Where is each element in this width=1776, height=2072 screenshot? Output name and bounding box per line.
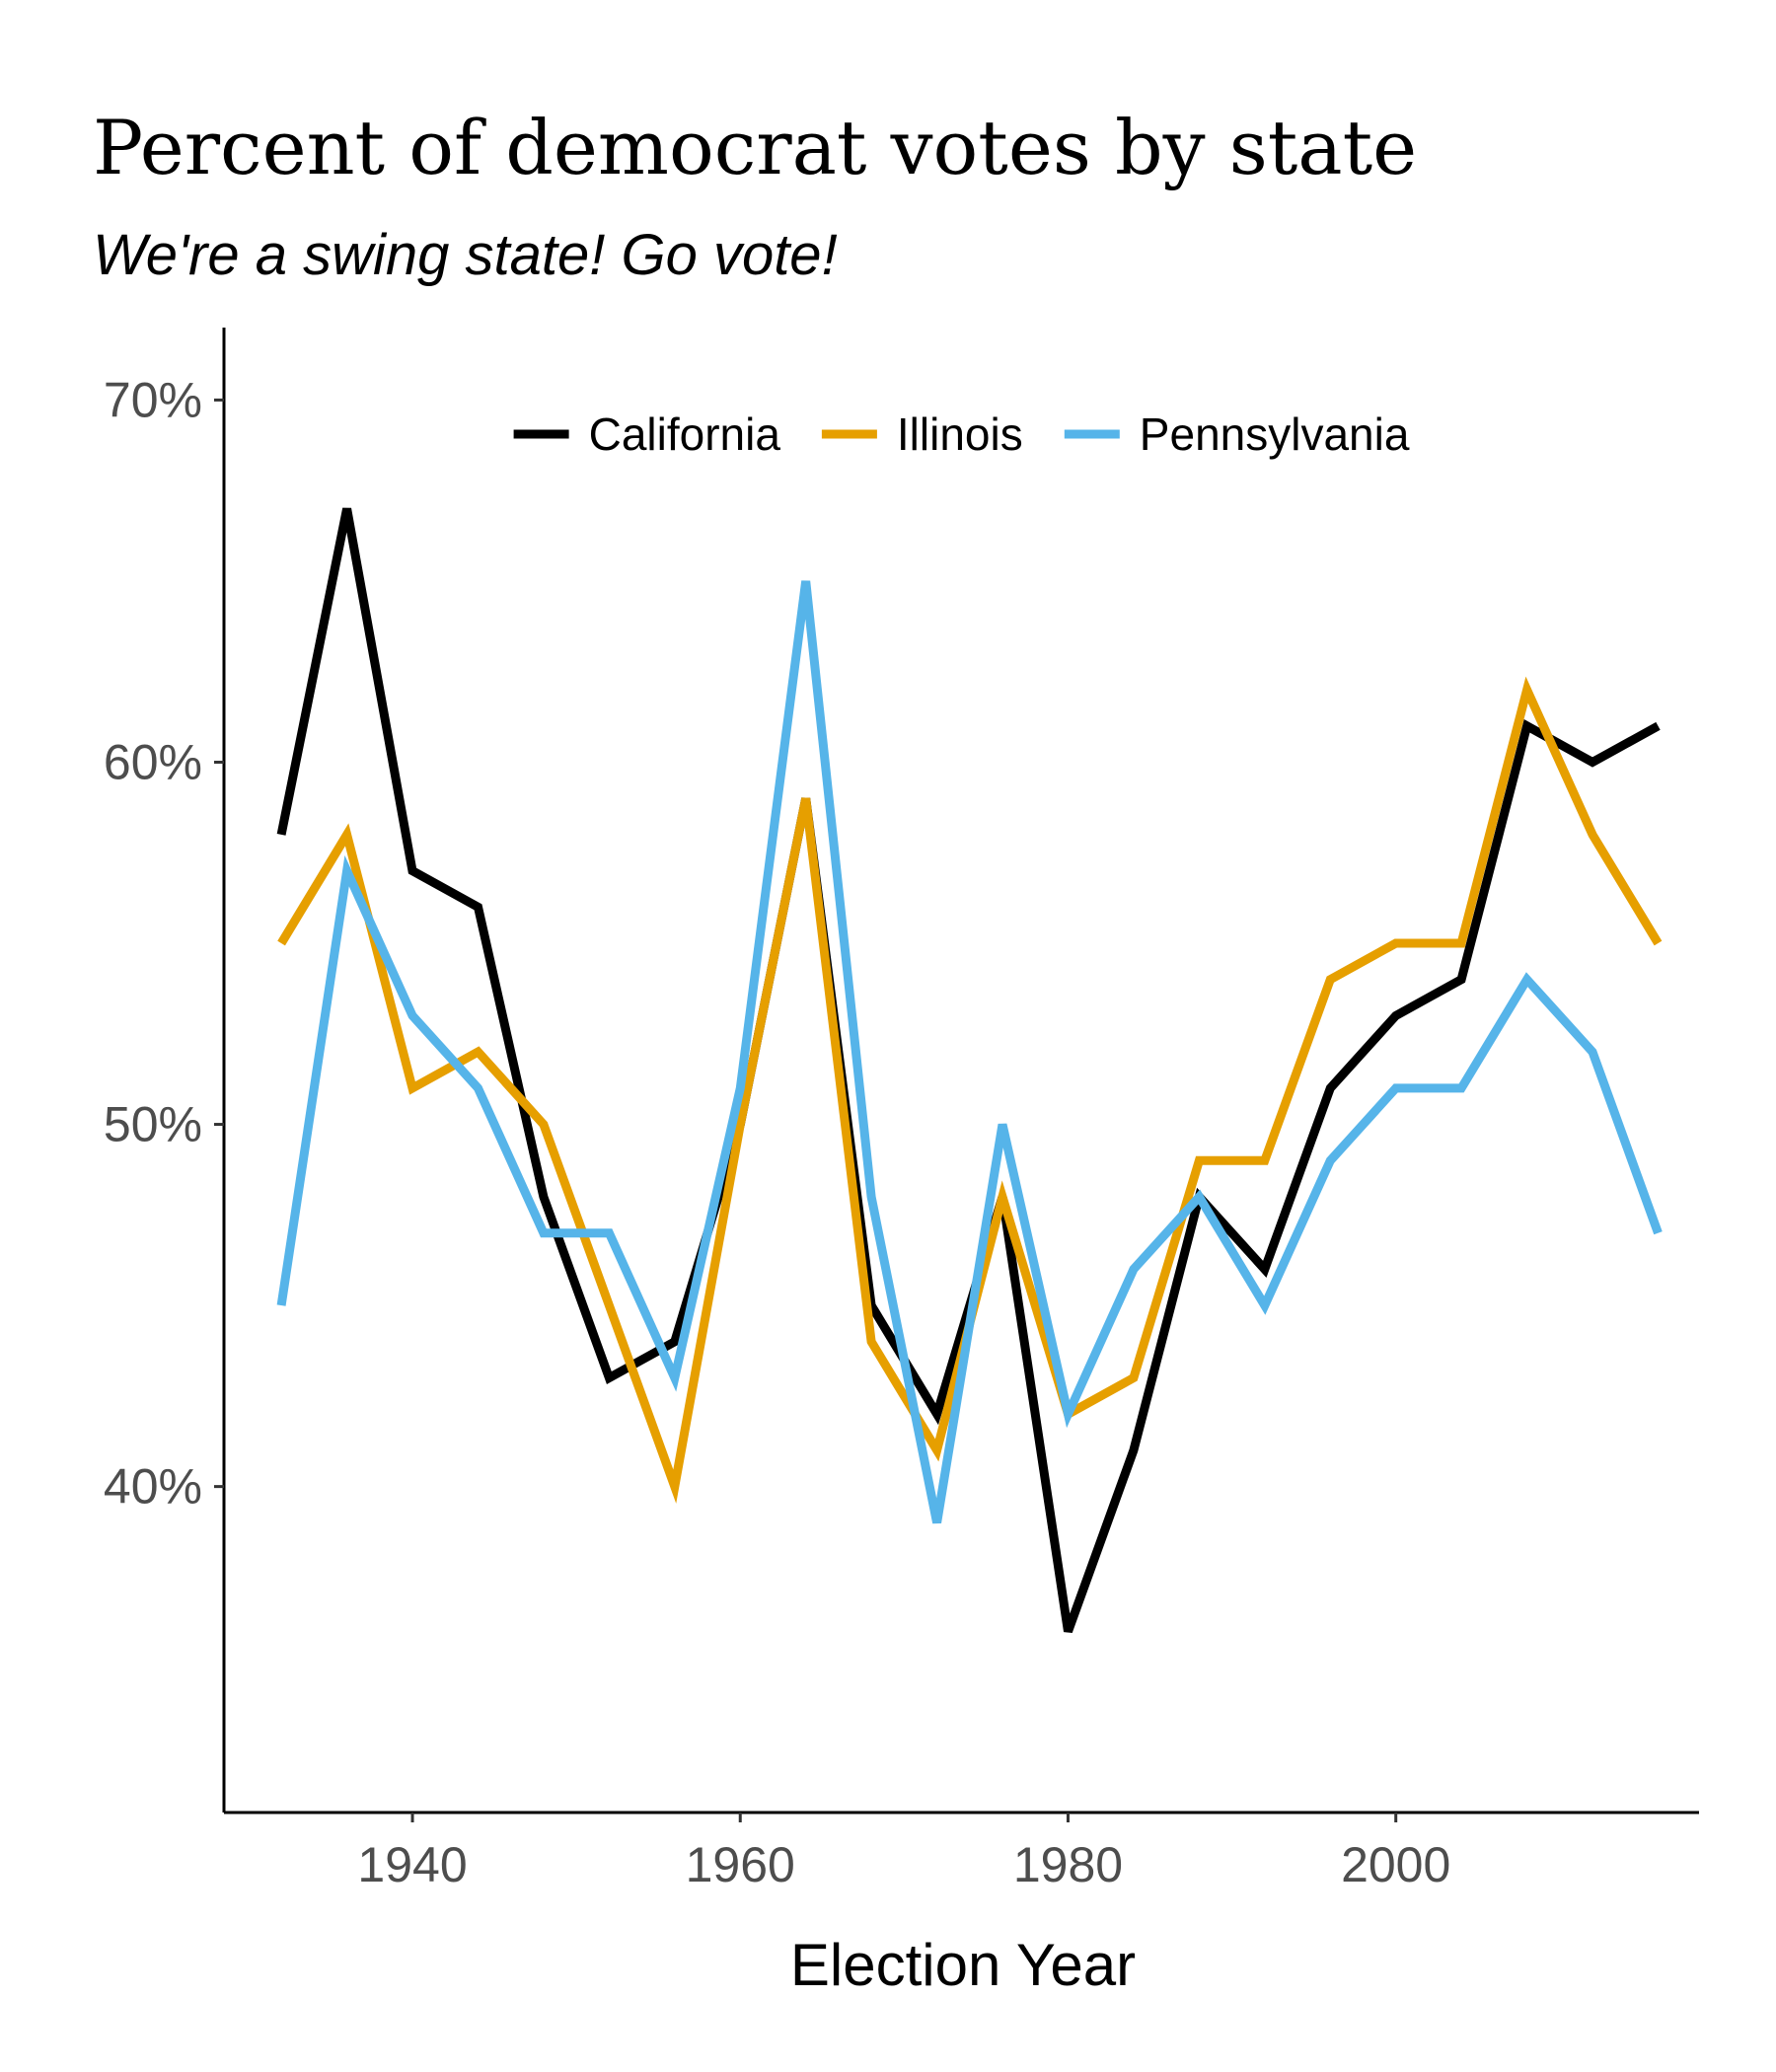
y-tick-label: 60% bbox=[104, 734, 202, 789]
chart-title: Percent of democrat votes by state bbox=[93, 104, 1417, 191]
y-tick-label: 70% bbox=[104, 372, 202, 427]
chart-subtitle: We're a swing state! Go vote! bbox=[93, 223, 838, 287]
legend-label-pennsylvania: Pennsylvania bbox=[1140, 408, 1410, 460]
x-axis-title: Election Year bbox=[790, 1932, 1136, 1998]
legend-item-california: California bbox=[513, 408, 781, 460]
x-tick-label: 1940 bbox=[357, 1837, 467, 1892]
series-line-pennsylvania bbox=[276, 580, 1663, 1524]
plot-area: 40% 50% 60% 70% 1940 1960 1980 2000 California Il… bbox=[104, 328, 1699, 1892]
x-tick-label: 1960 bbox=[686, 1837, 795, 1892]
x-tick-label: 1980 bbox=[1013, 1837, 1123, 1892]
legend-label-california: California bbox=[589, 408, 781, 460]
legend-item-pennsylvania: Pennsylvania bbox=[1064, 408, 1410, 460]
series-line-california bbox=[276, 507, 1661, 1634]
y-tick-label: 50% bbox=[104, 1097, 202, 1152]
x-tick-label: 2000 bbox=[1341, 1837, 1450, 1892]
legend: California Illinois Pennsylvania bbox=[513, 408, 1410, 460]
legend-item-illinois: Illinois bbox=[821, 408, 1023, 460]
y-tick-label: 40% bbox=[104, 1459, 202, 1515]
legend-label-illinois: Illinois bbox=[897, 408, 1023, 460]
